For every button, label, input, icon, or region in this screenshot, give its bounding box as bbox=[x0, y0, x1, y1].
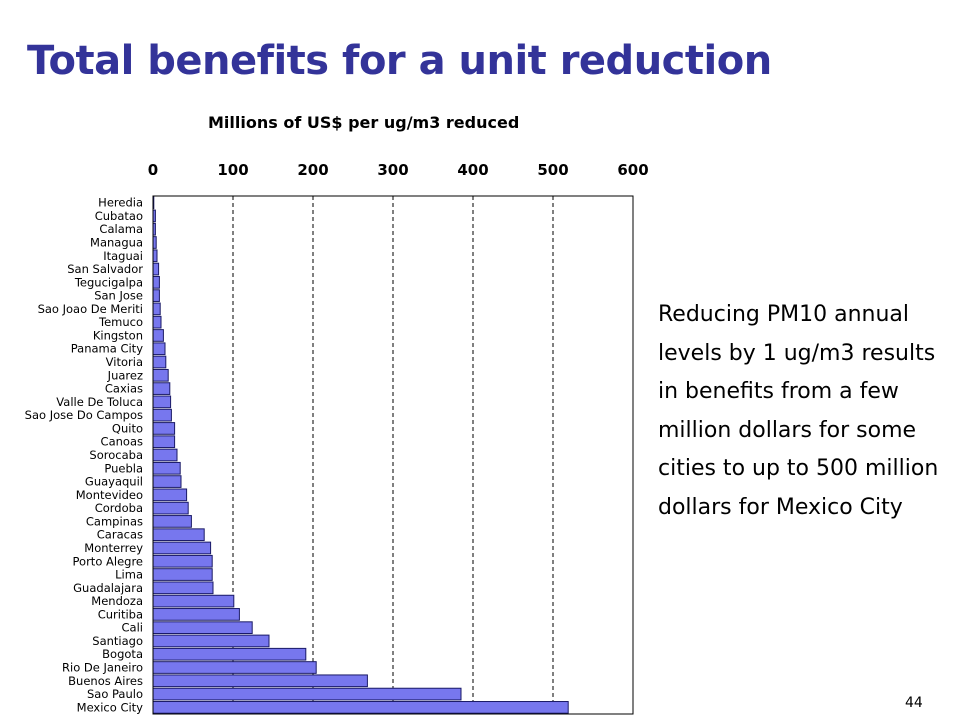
y-tick-label: Monterrey bbox=[84, 541, 143, 555]
y-tick-label: Caxias bbox=[105, 382, 143, 396]
bar bbox=[152, 594, 235, 608]
y-tick-label: Lima bbox=[115, 568, 143, 582]
bar bbox=[152, 461, 181, 475]
y-tick-label: Juarez bbox=[107, 368, 143, 382]
y-tick-label: Calama bbox=[99, 222, 143, 236]
bar bbox=[152, 435, 176, 449]
y-tick-label: Santiago bbox=[92, 634, 143, 648]
bar bbox=[152, 329, 164, 342]
y-tick-label: Bogota bbox=[102, 647, 143, 661]
plot-frame bbox=[152, 195, 634, 715]
y-tick-label: Heredia bbox=[98, 196, 143, 210]
bar bbox=[152, 621, 253, 635]
bar bbox=[152, 608, 240, 621]
chart-title: Millions of US$ per ug/m3 reduced bbox=[208, 113, 520, 132]
y-tick-label: Vitoria bbox=[106, 355, 143, 369]
y-tick-label: Tegucigalpa bbox=[74, 275, 143, 289]
y-tick-label: Canoas bbox=[101, 435, 143, 449]
y-tick-label: Sao Joao De Meriti bbox=[38, 302, 143, 316]
grid-lines bbox=[232, 196, 554, 714]
y-tick-label: Buenos Aires bbox=[68, 674, 143, 688]
bar bbox=[152, 687, 462, 701]
y-tick-label: Sao Paulo bbox=[87, 687, 143, 701]
bar bbox=[152, 475, 182, 488]
bar bbox=[152, 249, 158, 263]
y-tick-label: Temuco bbox=[98, 315, 143, 329]
y-tick-label: Campinas bbox=[86, 514, 143, 528]
y-tick-label: Cali bbox=[122, 621, 143, 635]
y-tick-label: Itaguai bbox=[103, 249, 143, 263]
bar bbox=[152, 448, 178, 462]
y-tick-label: Sao Jose Do Campos bbox=[25, 408, 143, 422]
y-tick-label: Quito bbox=[112, 421, 143, 435]
y-tick-label: Puebla bbox=[104, 461, 143, 475]
bar bbox=[152, 554, 213, 568]
bar bbox=[152, 581, 214, 595]
y-tick-label: Guadalajara bbox=[73, 581, 143, 595]
x-tick-label: 400 bbox=[457, 161, 488, 179]
bar bbox=[152, 528, 205, 542]
bar bbox=[152, 368, 169, 382]
bar bbox=[152, 647, 307, 661]
bar bbox=[152, 488, 188, 502]
bar bbox=[152, 355, 167, 369]
bar bbox=[152, 302, 161, 316]
bar bbox=[152, 661, 317, 674]
x-tick-label: 600 bbox=[617, 161, 648, 179]
x-tick-label: 300 bbox=[377, 161, 408, 179]
y-tick-label: Mexico City bbox=[77, 700, 144, 714]
slide-number: 44 bbox=[905, 695, 923, 711]
y-tick-label: San Jose bbox=[94, 289, 143, 303]
y-tick-label: Cordoba bbox=[95, 501, 143, 515]
y-tick-label: Guayaquil bbox=[85, 475, 143, 489]
bar bbox=[152, 289, 160, 302]
x-tick-label: 100 bbox=[217, 161, 248, 179]
bar bbox=[152, 315, 162, 329]
y-tick-label: Managua bbox=[90, 235, 143, 249]
y-tick-label: Mendoza bbox=[91, 594, 143, 608]
bar bbox=[152, 382, 171, 395]
y-tick-label: Sorocaba bbox=[89, 448, 143, 462]
bar bbox=[152, 541, 212, 555]
x-tick-label: 200 bbox=[297, 161, 328, 179]
y-tick-label: Montevideo bbox=[76, 488, 143, 502]
y-tick-label: Panama City bbox=[71, 342, 143, 356]
bar bbox=[152, 275, 160, 289]
bar bbox=[152, 568, 213, 581]
bar bbox=[152, 342, 166, 356]
bar bbox=[152, 395, 172, 409]
bar bbox=[152, 701, 569, 714]
x-tick-label: 0 bbox=[148, 161, 158, 179]
bar bbox=[152, 422, 176, 435]
bars bbox=[152, 196, 569, 714]
summary-text: Reducing PM10 annual levels by 1 ug/m3 r… bbox=[658, 302, 939, 520]
x-tick-label: 500 bbox=[537, 161, 568, 179]
y-tick-label: Cubatao bbox=[95, 209, 143, 223]
slide-title: Total benefits for a unit reduction bbox=[27, 38, 772, 84]
bar bbox=[152, 674, 368, 688]
bar bbox=[152, 501, 189, 515]
bar bbox=[152, 408, 172, 422]
y-tick-label: San Salvador bbox=[67, 262, 143, 276]
bar bbox=[152, 515, 192, 528]
y-tick-label: Kingston bbox=[93, 328, 143, 342]
y-tick-label: Caracas bbox=[97, 528, 143, 542]
bar bbox=[152, 634, 270, 648]
y-tick-label: Curitiba bbox=[98, 607, 143, 621]
x-tick-labels: 0 100 200 300 400 500 600 bbox=[148, 161, 649, 179]
y-tick-label: Rio De Janeiro bbox=[62, 661, 143, 675]
y-tick-label: Valle De Toluca bbox=[56, 395, 143, 409]
bar bbox=[152, 262, 160, 276]
y-tick-label: Porto Alegre bbox=[73, 554, 143, 568]
